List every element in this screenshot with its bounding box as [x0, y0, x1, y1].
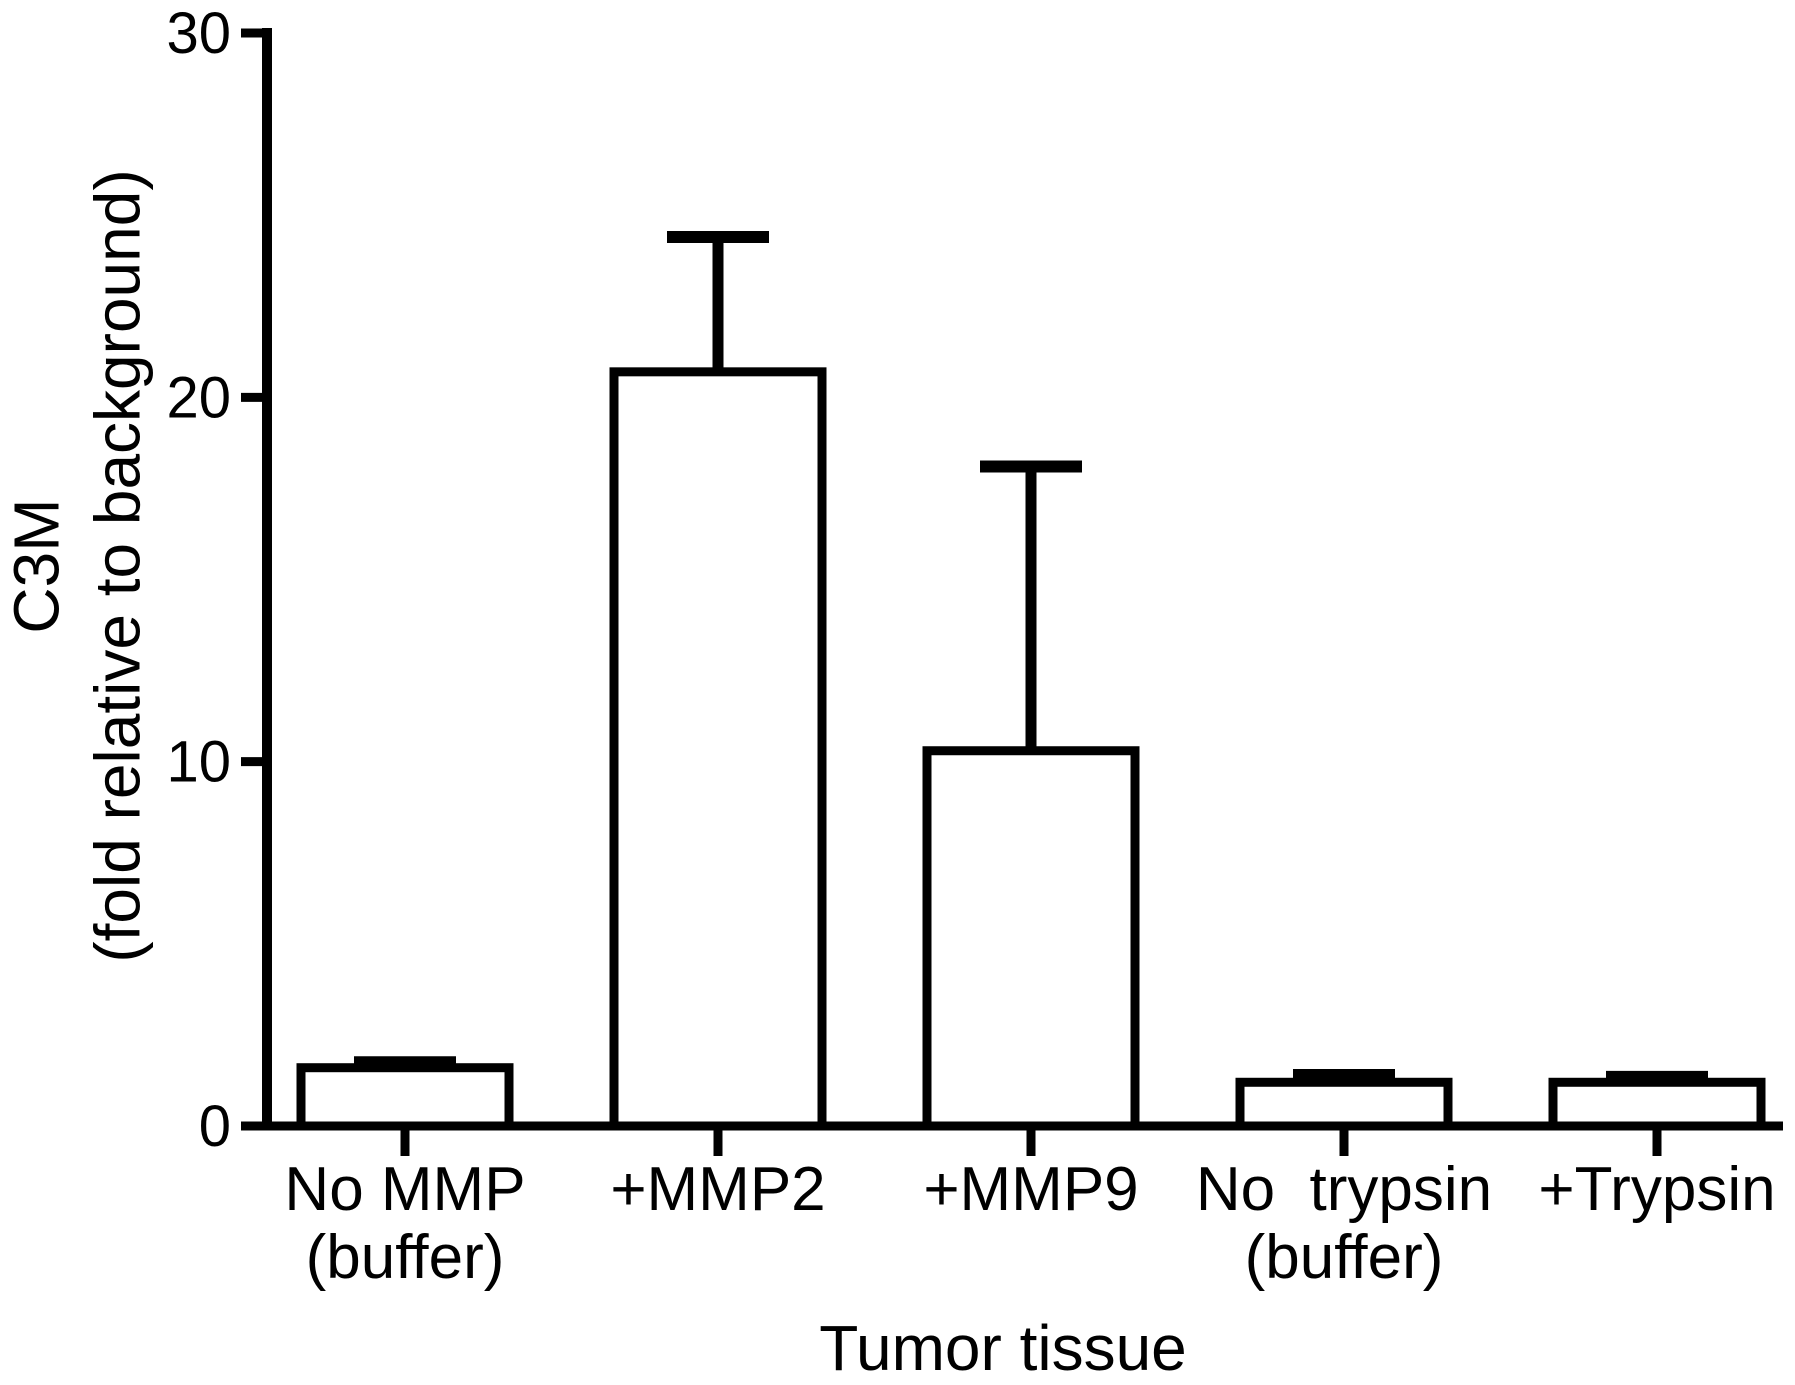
x-category-label-line2: (buffer): [306, 1223, 505, 1292]
bar: [922, 746, 1140, 1131]
y-tick-label: 10: [166, 730, 231, 795]
x-category-label: +Trypsin: [1538, 1155, 1775, 1224]
x-category-label: +MMP2: [610, 1155, 825, 1224]
y-tick-label: 0: [199, 1094, 231, 1159]
bar: [1548, 1077, 1766, 1131]
x-category-label: No trypsin: [1196, 1155, 1492, 1224]
x-category-label: +MMP9: [923, 1155, 1138, 1224]
y-tick-label: 20: [166, 365, 231, 430]
bar: [296, 1063, 514, 1131]
x-category-label: No MMP: [284, 1155, 525, 1224]
y-tick-label: 30: [166, 1, 231, 66]
bar: [1235, 1077, 1453, 1131]
bar: [609, 367, 827, 1131]
x-axis-title: Tumor tissue: [819, 1312, 1187, 1384]
y-axis-title-line2: (fold relative to background): [81, 169, 153, 962]
x-category-label-line2: (buffer): [1245, 1223, 1444, 1292]
y-axis-title-line1: C3M: [0, 498, 72, 633]
